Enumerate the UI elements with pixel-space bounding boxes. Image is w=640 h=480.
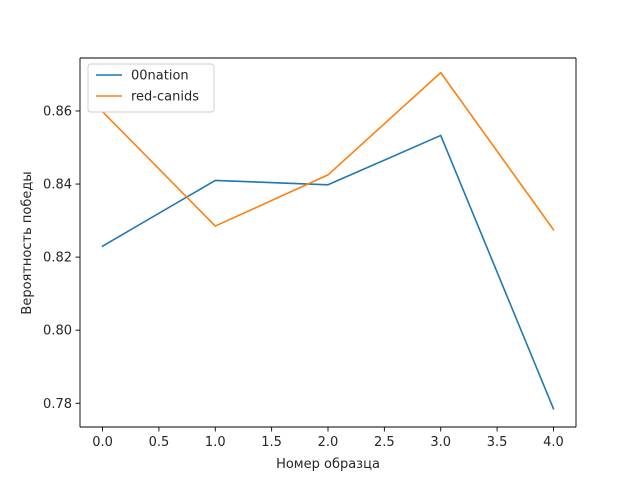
y-tick-label-3: 0.84 [43,178,72,193]
x-tick-label-7: 3.5 [487,435,508,450]
y-axis-label: Вероятность победы [20,171,35,314]
series-line-red-canids [101,71,555,231]
x-tick-label-6: 3.0 [430,435,451,450]
x-tick-label-2: 1.0 [205,435,226,450]
legend-label-00nation: 00nation [131,69,189,84]
data-point-00nation-3 [440,135,442,137]
y-tick-label-2: 0.82 [43,251,72,266]
data-point-00nation-1 [214,180,216,182]
legend: 00nation red-canids [87,63,215,113]
x-tick-label-8: 4.0 [543,435,564,450]
y-tick-label-0: 0.78 [43,397,72,412]
data-point-red-canids-1 [214,225,216,227]
x-tick-label-5: 2.5 [374,435,395,450]
y-tick-label-4: 0.86 [43,104,72,119]
x-tick-label-1: 0.5 [149,435,170,450]
data-point-red-canids-2 [327,174,329,176]
x-axis-label: Номер образца [276,457,380,472]
axes-layer: 0.0 0.5 1.0 1.5 2.0 2.5 3.0 3.5 4.0 0.78 0.80 0.82 0… [43,57,577,450]
plot-area [80,58,576,427]
y-tick-label-1: 0.80 [43,324,72,339]
x-tick-label-3: 1.5 [261,435,282,450]
x-tick-label-4: 2.0 [318,435,339,450]
legend-label-red-canids: red-canids [131,90,199,105]
data-point-00nation-2 [327,184,329,186]
legend-box [87,63,215,113]
data-point-00nation-0 [102,245,104,247]
data-point-00nation-4 [553,408,555,410]
series-line-00nation [101,134,555,410]
data-point-red-canids-3 [440,72,442,74]
plot-layer [80,58,576,427]
data-point-red-canids-4 [553,229,555,231]
x-tick-label-0: 0.0 [92,435,113,450]
